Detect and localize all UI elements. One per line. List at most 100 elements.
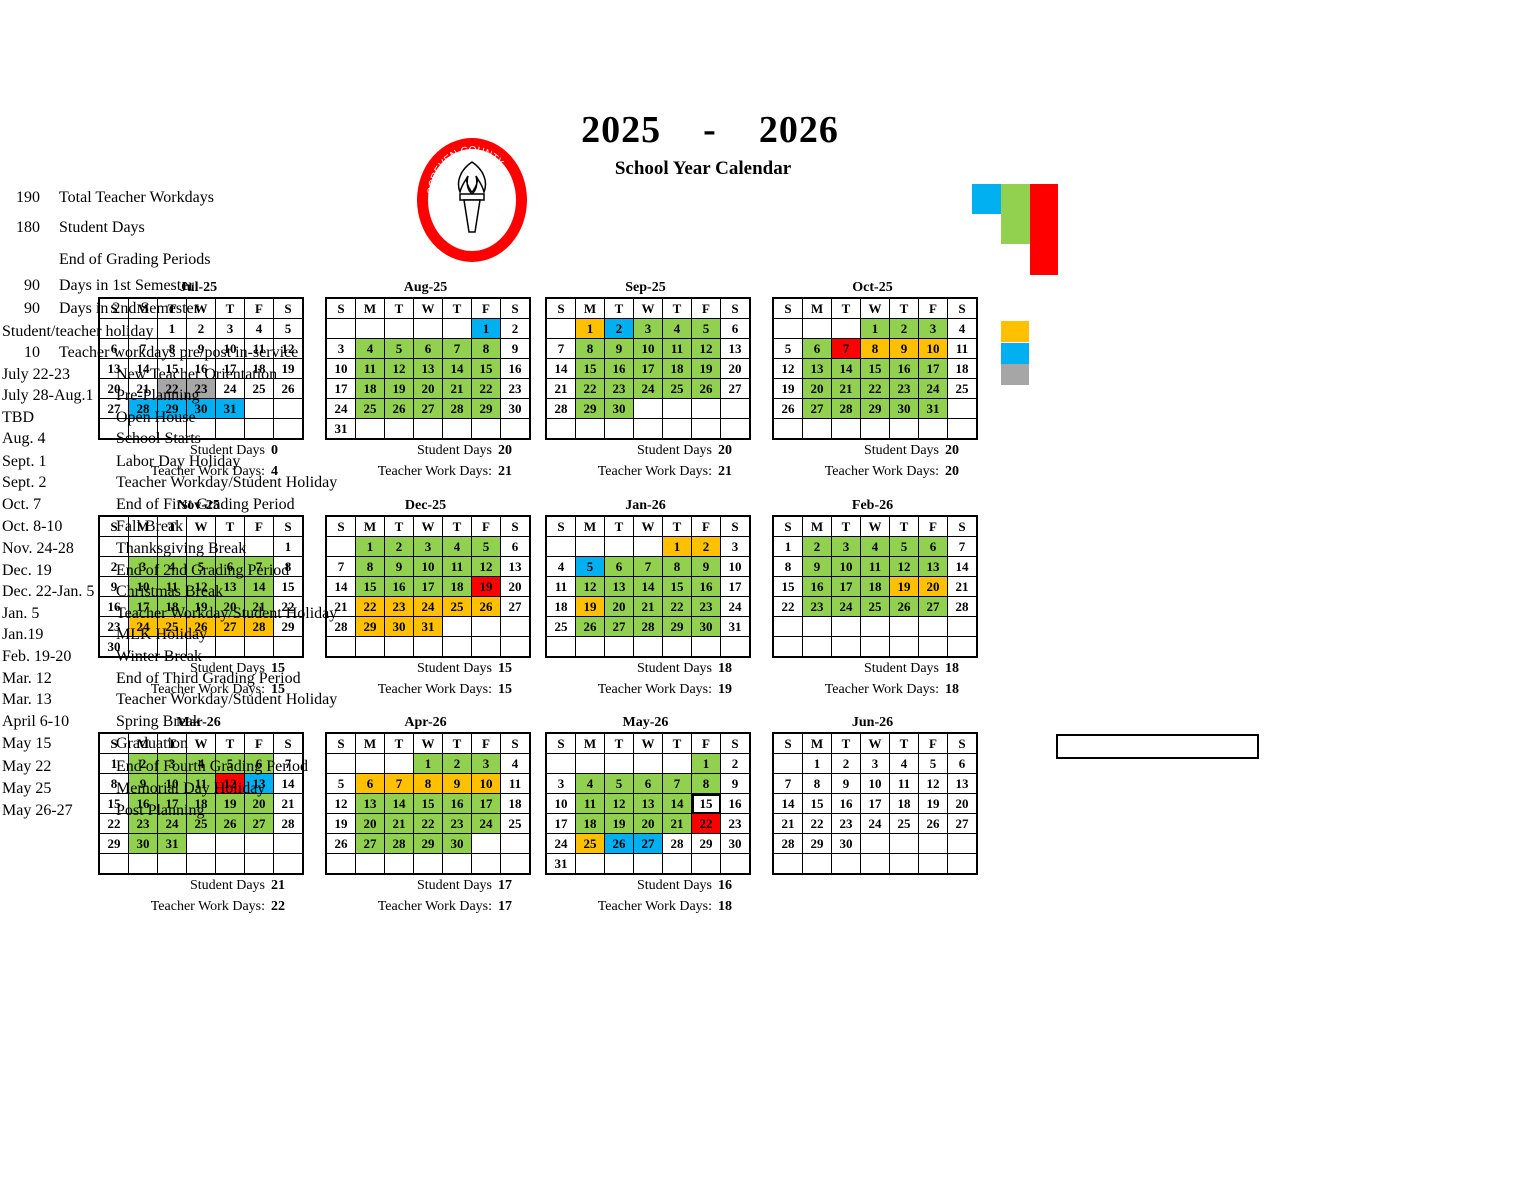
weekday-header: T (889, 515, 919, 537)
weekday-header: S (545, 515, 576, 537)
day-cell: 2 (500, 318, 531, 339)
day-cell: 7 (384, 773, 414, 794)
day-cell (545, 753, 576, 774)
day-cell: 20 (633, 813, 663, 834)
day-cell (918, 616, 948, 637)
day-cell (831, 318, 861, 339)
student-days-count: Student Days 16 (636, 878, 732, 893)
day-cell: 30 (128, 833, 158, 854)
weekday-header: S (273, 515, 304, 537)
week-row: 15 16 17 18 19 20 21 (772, 576, 978, 597)
week-row: 26 27 28 29 30 (325, 833, 531, 854)
week-row: 5 6 7 8 9 10 11 (772, 338, 978, 359)
week-row: 21 22 23 24 25 26 27 (545, 378, 751, 399)
day-cell: 12 (384, 358, 414, 379)
day-cell (273, 853, 304, 875)
day-cell: 2 (384, 536, 414, 557)
day-cell: 13 (802, 358, 832, 379)
day-cell: 24 (157, 813, 187, 834)
day-cell: 24 (918, 378, 948, 399)
day-cell (918, 833, 948, 854)
day-cell: 7 (442, 338, 472, 359)
day-cell: 13 (720, 338, 751, 359)
day-cell: 2 (720, 753, 751, 774)
month-grid: S M T W T F S 1 2 3 4 5 6 7 8 9 10 11 12 13 14 15 16 17 18 19 20 21… (98, 297, 304, 440)
teacher-work-days-count: Teacher Work Days: 21 (377, 464, 512, 479)
week-row: 5 6 7 8 9 10 11 (325, 773, 531, 794)
day-cell (691, 853, 721, 875)
day-cell: 26 (325, 833, 356, 854)
week-row: 14 15 16 17 18 19 20 (545, 358, 751, 379)
day-cell: 25 (947, 378, 978, 399)
legend-event: July 22-23 New Teacher Orientation (2, 366, 278, 383)
day-cell: 13 (633, 793, 663, 814)
day-cell: 10 (325, 358, 356, 379)
day-cell: 24 (325, 398, 356, 419)
day-cell: 25 (442, 596, 472, 617)
day-cell (215, 833, 245, 854)
day-cell: 18 (545, 596, 576, 617)
weekday-header: T (662, 515, 692, 537)
day-cell: 10 (860, 773, 890, 794)
day-cell (633, 398, 663, 419)
day-cell: 29 (471, 398, 501, 419)
day-cell (215, 636, 245, 658)
day-cell: 11 (442, 556, 472, 577)
day-cell: 29 (157, 398, 187, 419)
day-cell: 10 (413, 556, 443, 577)
day-cell: 9 (442, 773, 472, 794)
day-cell (384, 636, 414, 658)
day-cell (98, 853, 129, 875)
weekday-header: S (273, 732, 304, 754)
day-cell: 19 (772, 378, 803, 399)
legend-event: Sept. 1 Labor Day Holiday (2, 453, 241, 470)
day-cell: 12 (215, 773, 245, 794)
day-cell: 11 (545, 576, 576, 597)
student-days-count: Student Days 15 (189, 661, 285, 676)
weekday-header: T (215, 297, 245, 319)
day-cell: 26 (215, 813, 245, 834)
day-cell: 5 (471, 536, 501, 557)
day-cell: 6 (802, 338, 832, 359)
day-cell: 18 (889, 793, 919, 814)
student-days-count: Student Days 18 (636, 661, 732, 676)
day-cell: 27 (413, 398, 443, 419)
weekday-header: S (500, 515, 531, 537)
day-cell: 22 (471, 378, 501, 399)
day-cell: 15 (772, 576, 803, 597)
weekday-header: M (802, 515, 832, 537)
legend-event: May 26-27 Post Planning (2, 802, 205, 819)
day-cell (471, 636, 501, 658)
weekday-header: T (384, 297, 414, 319)
day-cell: 2 (889, 318, 919, 339)
month-calendar: Mar-26 S M T W T F S 1 2 3 4 5 6 7 8 9 10 11 12 13 14 15 16 17 18… (98, 714, 304, 917)
week-row: 14 15 16 17 18 19 20 (772, 793, 978, 814)
day-cell: 28 (384, 833, 414, 854)
week-row (325, 853, 531, 875)
day-cell: 11 (860, 556, 890, 577)
day-cell: 14 (633, 576, 663, 597)
day-cell: 18 (244, 358, 274, 379)
week-row: 12 13 14 15 16 17 18 (772, 358, 978, 379)
day-cell (575, 418, 605, 440)
weekday-header: W (860, 297, 890, 319)
day-cell (918, 636, 948, 658)
day-cell: 27 (355, 833, 385, 854)
week-row: 30 (98, 636, 304, 658)
day-cell: 5 (691, 318, 721, 339)
day-cell: 14 (325, 576, 356, 597)
graduation-highlight-box (1056, 734, 1259, 759)
day-cell: 1 (355, 536, 385, 557)
day-cell: 18 (500, 793, 531, 814)
day-cell: 1 (157, 318, 187, 339)
day-cell: 16 (691, 576, 721, 597)
weekday-header: W (413, 732, 443, 754)
week-row: 8 9 10 11 12 13 14 (98, 773, 304, 794)
day-cell: 3 (325, 338, 356, 359)
day-cell (662, 753, 692, 774)
day-cell: 26 (772, 398, 803, 419)
weekday-header: T (215, 732, 245, 754)
